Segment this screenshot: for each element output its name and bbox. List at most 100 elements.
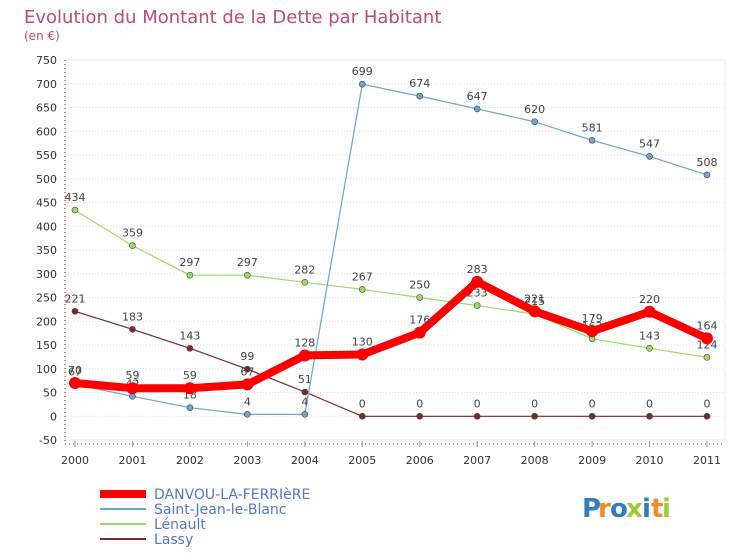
data-label: 4 bbox=[244, 395, 251, 408]
series-layer: 221 183 143 99 51 0 0 0 0 0 0 0 434 359 297 297 282 267 25… bbox=[65, 65, 718, 420]
logo-letter: P bbox=[582, 494, 601, 524]
data-label: 0 bbox=[531, 397, 538, 410]
data-point bbox=[301, 388, 309, 396]
data-point bbox=[586, 325, 599, 338]
data-label: 283 bbox=[467, 263, 488, 276]
data-point bbox=[646, 345, 653, 352]
data-point bbox=[241, 378, 254, 391]
data-label: 183 bbox=[122, 310, 143, 323]
data-label: 620 bbox=[524, 103, 545, 116]
data-point bbox=[186, 404, 194, 412]
x-tick-label: 2007 bbox=[463, 454, 491, 467]
data-label: 0 bbox=[646, 397, 653, 410]
series-line bbox=[74, 209, 708, 358]
x-tick-label: 2006 bbox=[406, 454, 434, 467]
data-point bbox=[69, 377, 81, 389]
data-point bbox=[358, 412, 366, 420]
data-point bbox=[358, 286, 366, 293]
data-label: 0 bbox=[474, 397, 481, 410]
data-label: 282 bbox=[294, 263, 315, 276]
data-point bbox=[588, 412, 596, 420]
data-label: 67 bbox=[240, 365, 254, 378]
data-point bbox=[473, 105, 481, 113]
data-label: 0 bbox=[359, 397, 366, 410]
data-point bbox=[471, 275, 484, 288]
data-label: 547 bbox=[639, 137, 660, 150]
series-line bbox=[71, 277, 711, 393]
data-label: 67 bbox=[68, 365, 82, 378]
x-tick-label: 2003 bbox=[233, 454, 261, 467]
data-point bbox=[416, 412, 424, 420]
legend-entry: Lassy bbox=[154, 532, 193, 548]
data-label: 51 bbox=[298, 373, 312, 386]
data-point bbox=[301, 411, 309, 418]
data-label: 220 bbox=[639, 293, 660, 306]
data-point bbox=[356, 348, 369, 361]
legend-entry: Saint-Jean-le-Blanc bbox=[154, 502, 287, 518]
data-label: 674 bbox=[409, 77, 430, 90]
y-tick-label: 50 bbox=[43, 387, 57, 400]
data-point bbox=[244, 365, 251, 373]
data-label: 176 bbox=[409, 314, 430, 327]
unit-label: (en €) bbox=[24, 29, 60, 43]
data-label: 508 bbox=[697, 156, 718, 169]
logo-letter: o bbox=[610, 494, 628, 524]
data-label: 124 bbox=[697, 338, 718, 351]
data-point bbox=[531, 412, 538, 420]
proxiti-logo: Pr ox i ti bbox=[582, 494, 671, 524]
series-3: 221 183 143 99 51 0 0 0 0 0 0 0 bbox=[65, 292, 711, 420]
series-1: 67421844699674647620581547508 bbox=[68, 65, 718, 418]
y-tick-label: 300 bbox=[36, 268, 57, 281]
y-tick-label: -50 bbox=[39, 434, 57, 447]
data-label: 221 bbox=[65, 292, 86, 305]
y-tick-label: 700 bbox=[36, 78, 57, 91]
data-label: 0 bbox=[589, 397, 596, 410]
y-tick-label: 100 bbox=[36, 363, 57, 376]
data-label: 297 bbox=[179, 256, 200, 269]
data-point bbox=[129, 326, 136, 333]
data-point bbox=[244, 411, 251, 418]
legend-entry: Lénault bbox=[154, 517, 206, 533]
series-0: 70 59 59 67 128 130 176 283 221 179 220 164 bbox=[68, 263, 718, 395]
y-tick-label: 550 bbox=[36, 149, 57, 162]
data-label: 99 bbox=[240, 350, 254, 363]
data-point bbox=[416, 92, 424, 100]
data-point bbox=[646, 412, 653, 420]
data-point bbox=[703, 171, 711, 179]
data-label: 647 bbox=[467, 90, 488, 103]
logo-letter: t bbox=[651, 494, 663, 524]
logo-letter: x bbox=[626, 494, 643, 524]
data-point bbox=[244, 271, 251, 279]
y-tick-label: 0 bbox=[50, 410, 57, 423]
series-line bbox=[74, 310, 708, 417]
data-label: 581 bbox=[582, 121, 603, 134]
data-point bbox=[531, 118, 538, 126]
x-tick-label: 2011 bbox=[693, 454, 721, 467]
data-point bbox=[186, 345, 194, 352]
data-label: 297 bbox=[237, 256, 258, 269]
data-point bbox=[129, 242, 136, 250]
data-point bbox=[126, 382, 139, 395]
data-label: 164 bbox=[697, 319, 718, 332]
data-label: 179 bbox=[582, 312, 603, 325]
x-tick-label: 2008 bbox=[521, 454, 549, 467]
data-label: 143 bbox=[639, 329, 660, 342]
data-label: 130 bbox=[352, 336, 373, 349]
data-label: 128 bbox=[294, 336, 315, 349]
y-tick-label: 250 bbox=[36, 292, 57, 305]
series-2: 434359297297282267250233215163143124 bbox=[65, 191, 718, 361]
legend: DANVOU-LA-FERRIèRESaint-Jean-le-BlancLén… bbox=[100, 487, 310, 548]
y-tick-label: 150 bbox=[36, 339, 57, 352]
legend-entry: DANVOU-LA-FERRIèRE bbox=[154, 487, 310, 503]
y-tick-label: 750 bbox=[36, 54, 57, 67]
data-point bbox=[703, 412, 711, 420]
logo-letter: i bbox=[642, 494, 651, 524]
x-tick-label: 2002 bbox=[176, 454, 204, 467]
data-point bbox=[473, 412, 481, 420]
logo-letter: r bbox=[598, 494, 611, 524]
data-point bbox=[588, 136, 596, 144]
data-point bbox=[643, 305, 656, 318]
data-point bbox=[301, 278, 309, 286]
